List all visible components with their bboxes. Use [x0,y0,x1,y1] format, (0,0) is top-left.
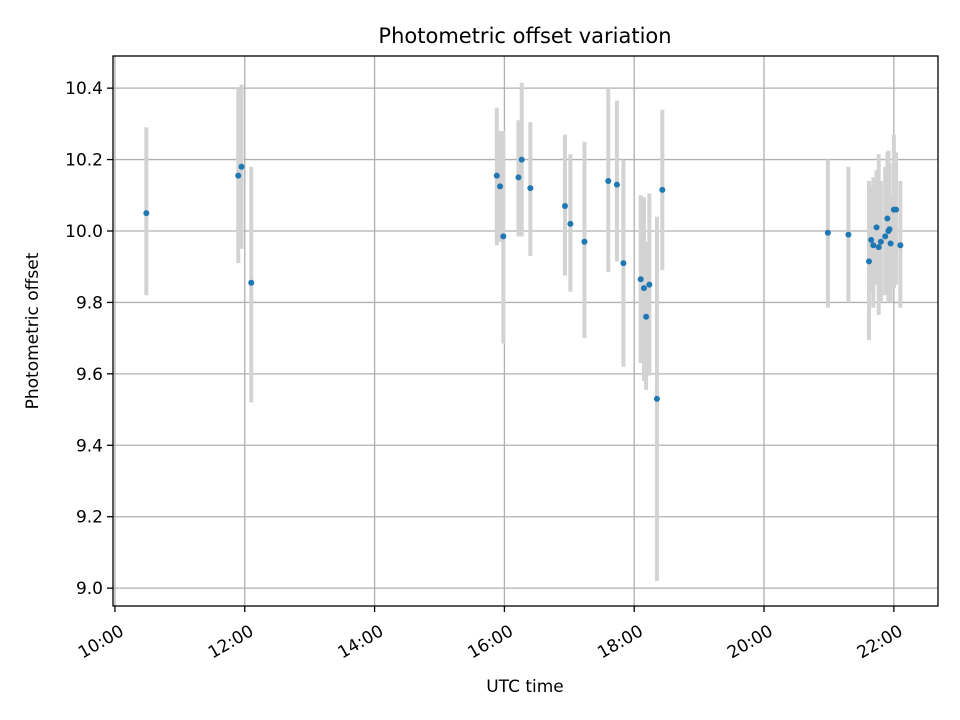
data-point [897,242,904,249]
data-point [567,220,574,227]
data-point [605,178,612,184]
data-point [824,229,831,236]
data-point [527,185,534,192]
data-point [886,226,893,233]
data-point [659,186,666,193]
data-point [873,224,880,231]
x-tick-label: 22:00 [854,621,906,663]
data-point [561,203,568,209]
axis-ticks: 9.0 9.2 9.4 9.6 9.8 10.0 10.2 10.4 10:00 12:00 14:… [65,79,906,663]
data-point [497,183,504,190]
x-axis-label: UTC time [486,677,564,697]
x-tick-label: 10:00 [75,621,127,663]
data-point [518,156,525,163]
chart-title: Photometric offset variation [378,24,671,48]
x-tick-label: 12:00 [205,621,257,663]
y-tick-label: 10.0 [65,222,103,242]
data-point [500,233,507,240]
data-point [868,236,875,243]
y-tick-label: 9.6 [76,365,103,385]
data-point [865,258,872,265]
data-point [877,238,884,245]
data-point [884,215,891,222]
data-point [637,276,644,283]
data-point [887,240,894,247]
data-point [875,244,882,251]
data-point [235,172,242,179]
y-tick-label: 10.2 [65,151,103,171]
data-points [143,156,904,402]
data-point [143,210,150,217]
data-point [845,231,852,238]
data-point [870,242,877,249]
data-point [893,206,900,213]
x-tick-label: 20:00 [724,621,776,663]
y-axis-label: Photometric offset [23,252,43,409]
data-point [581,238,588,245]
data-point [238,163,245,170]
data-point [493,172,500,179]
data-point [620,260,627,267]
y-tick-label: 9.2 [76,508,103,528]
y-tick-label: 9.4 [76,436,103,456]
data-point [882,233,889,240]
plot-frame [112,55,939,607]
data-point [653,395,660,402]
y-tick-label: 9.8 [76,293,103,313]
data-point [515,174,522,181]
data-point [646,281,653,288]
data-point [640,285,647,292]
x-tick-label: 18:00 [594,621,646,663]
data-point [613,181,620,188]
data-point [248,279,255,286]
y-tick-label: 9.0 [76,579,103,599]
data-point [643,313,650,320]
x-tick-label: 16:00 [464,621,516,663]
y-tick-label: 10.4 [65,79,103,99]
x-tick-label: 14:00 [335,621,387,663]
